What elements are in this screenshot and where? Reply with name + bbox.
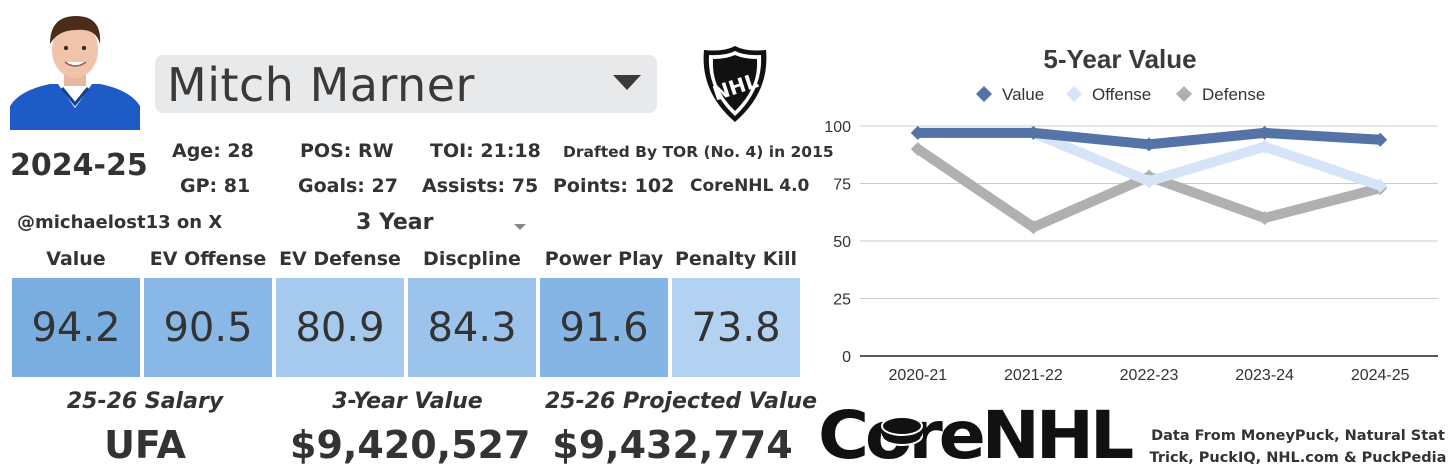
period-select[interactable]: 3 Year	[356, 210, 434, 235]
data-point	[1257, 211, 1272, 225]
data-point	[1373, 178, 1388, 193]
data-point	[1373, 132, 1388, 147]
x-tick-label: 2023-24	[1235, 367, 1294, 384]
draft-info: Drafted By TOR (No. 4) in 2015	[563, 143, 834, 161]
age-stat: Age: 28	[172, 140, 254, 162]
model-version: CoreNHL 4.0	[690, 176, 810, 196]
category-label-penalty-kill: Penalty Kill	[674, 248, 797, 270]
y-tick-label: 25	[833, 292, 851, 309]
points-stat: Points: 102	[553, 175, 675, 197]
x-tick-label: 2022-23	[1120, 367, 1179, 384]
player-select[interactable]: Mitch Marner	[155, 55, 657, 113]
author-handle: @michaelost13 on X	[17, 212, 223, 233]
category-label-ev-offense: EV Offense	[149, 248, 267, 270]
category-label-ev-defense: EV Defense	[279, 248, 401, 270]
games-played-stat: GP: 81	[180, 175, 251, 197]
position-stat: POS: RW	[300, 140, 394, 162]
category-label-value: Value	[46, 248, 106, 270]
category-label-discipline: Discpline	[423, 248, 521, 270]
projected-value: $9,432,774	[552, 423, 793, 467]
score-box-power-play: 91.6	[540, 278, 668, 377]
chart-canvas: 5-Year Value Value Offense Defense 0 25 50 75 10…	[824, 44, 1438, 384]
data-source-note: Data From MoneyPuck, Natural Stat Trick,…	[1148, 425, 1448, 469]
corenhl-logo-text: CoreNHL	[818, 398, 1133, 468]
y-tick-label: 0	[842, 349, 851, 366]
y-tick-label: 50	[833, 234, 851, 251]
score-box-discipline: 84.3	[408, 278, 536, 377]
player-name: Mitch Marner	[167, 58, 475, 112]
data-source-line-1: Data From MoneyPuck, Natural Stat	[1151, 428, 1445, 444]
data-point	[910, 125, 925, 140]
data-point	[1257, 125, 1272, 140]
three-year-value-label: 3-Year Value	[332, 389, 483, 414]
data-point	[1142, 174, 1156, 189]
legend-marker	[976, 86, 992, 102]
data-point	[1142, 137, 1156, 152]
category-label-power-play: Power Play	[544, 248, 664, 270]
projected-value-label: 25-26 Projected Value	[545, 389, 818, 414]
legend-label: Offense	[1092, 85, 1151, 104]
legend-marker	[1176, 86, 1192, 102]
chart-title: 5-Year Value	[1043, 44, 1196, 74]
corenhl-logo-mark: CoreNHL	[818, 397, 1137, 471]
x-tick-label: 2021-22	[1004, 367, 1063, 384]
three-year-value: $9,420,527	[290, 423, 531, 467]
score-box-penalty-kill: 73.8	[672, 278, 800, 377]
score-box-ev-defense: 80.9	[276, 278, 404, 377]
goals-stat: Goals: 27	[298, 175, 398, 197]
x-tick-label: 2020-21	[888, 367, 947, 384]
data-point	[910, 142, 925, 156]
x-tick-label: 2024-25	[1351, 367, 1410, 384]
data-source-line-2: Trick, PuckIQ, NHL.com & PuckPedia	[1149, 450, 1447, 466]
hockey-puck-icon	[881, 416, 923, 446]
corenhl-logo: CoreNHL	[818, 397, 1137, 471]
salary-value: UFA	[104, 423, 186, 467]
toi-stat: TOI: 21:18	[430, 140, 541, 162]
chevron-down-icon	[613, 75, 641, 90]
y-tick-label: 75	[833, 177, 851, 194]
nhl-shield-icon: NHL	[703, 46, 767, 122]
nhl-logo: NHL	[700, 44, 770, 124]
score-box-value: 94.2	[12, 278, 140, 377]
five-year-value-chart: 5-Year Value Value Offense Defense 0 25 50 75 10…	[812, 38, 1448, 390]
salary-label: 25-26 Salary	[66, 389, 224, 414]
data-point	[1026, 220, 1041, 235]
legend-marker	[1066, 86, 1082, 102]
data-point	[1257, 139, 1272, 154]
y-tick-label: 100	[824, 119, 851, 136]
season-label: 2024-25	[10, 148, 148, 183]
player-photo	[10, 8, 140, 130]
player-headshot-icon	[10, 8, 140, 130]
data-point	[1026, 125, 1041, 140]
legend-label: Defense	[1202, 85, 1265, 104]
assists-stat: Assists: 75	[422, 175, 539, 197]
chevron-down-icon[interactable]	[514, 224, 526, 230]
score-box-ev-offense: 90.5	[144, 278, 272, 377]
legend-label: Value	[1002, 85, 1044, 104]
